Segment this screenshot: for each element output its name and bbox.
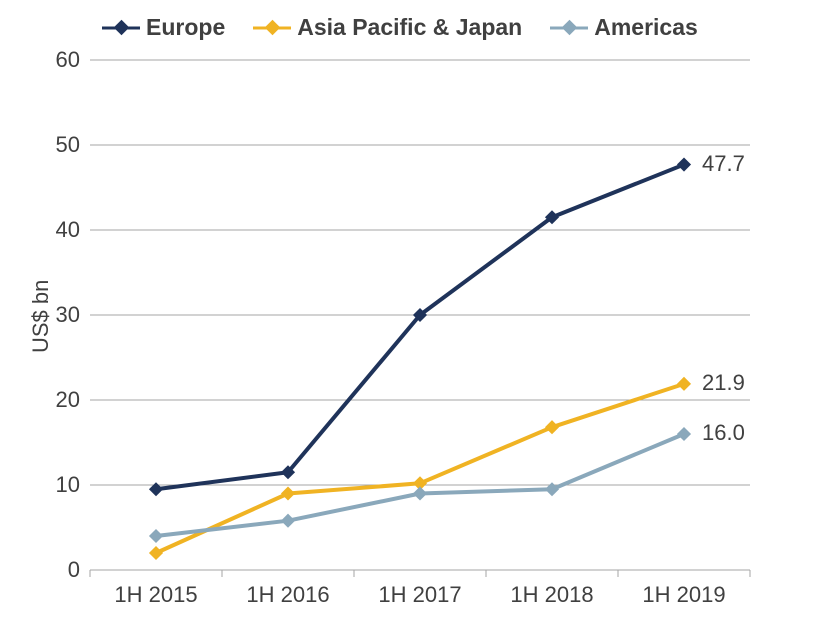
x-tick-label: 1H 2019 <box>618 582 750 608</box>
x-tick-label: 1H 2016 <box>222 582 354 608</box>
legend-swatch <box>102 21 140 35</box>
chart-canvas <box>0 0 839 628</box>
y-tick-label: 60 <box>56 47 80 73</box>
y-tick-label: 20 <box>56 387 80 413</box>
legend-label: Asia Pacific & Japan <box>297 14 522 41</box>
legend-label: Europe <box>146 14 225 41</box>
legend: Europe Asia Pacific & Japan Americas <box>102 14 698 41</box>
series-end-label: 16.0 <box>702 420 745 446</box>
legend-item: Europe <box>102 14 225 41</box>
series-end-label: 21.9 <box>702 370 745 396</box>
legend-item: Americas <box>550 14 698 41</box>
legend-item: Asia Pacific & Japan <box>253 14 522 41</box>
line-chart: Europe Asia Pacific & Japan Americas US$ b… <box>0 0 839 628</box>
y-tick-label: 30 <box>56 302 80 328</box>
series-end-label: 47.7 <box>702 151 745 177</box>
y-axis-label: US$ bn <box>28 280 54 353</box>
y-tick-label: 10 <box>56 472 80 498</box>
x-tick-label: 1H 2017 <box>354 582 486 608</box>
y-tick-label: 40 <box>56 217 80 243</box>
legend-swatch <box>253 21 291 35</box>
legend-swatch <box>550 21 588 35</box>
x-tick-label: 1H 2015 <box>90 582 222 608</box>
y-tick-label: 0 <box>68 557 80 583</box>
legend-label: Americas <box>594 14 698 41</box>
x-tick-label: 1H 2018 <box>486 582 618 608</box>
y-tick-label: 50 <box>56 132 80 158</box>
